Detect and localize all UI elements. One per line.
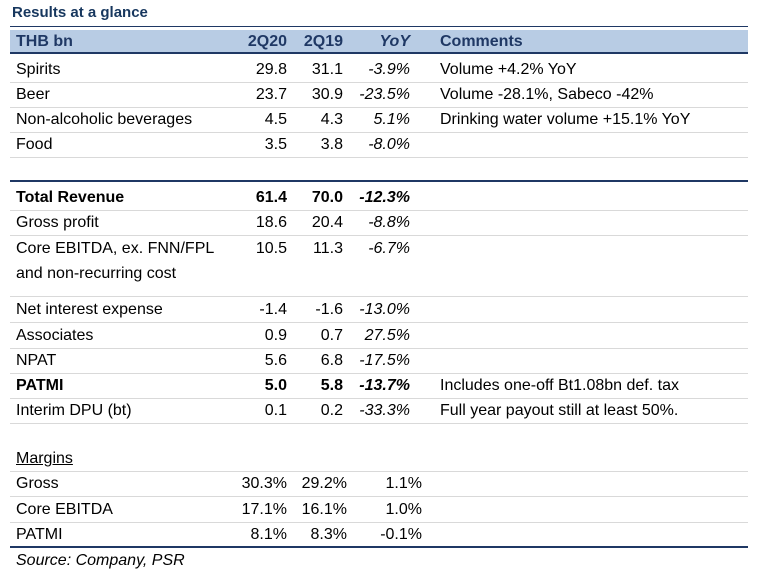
row-value-2q19: 4.3: [320, 111, 343, 128]
row-divider: [10, 82, 748, 83]
table-title: Results at a glance: [12, 4, 148, 21]
row-value-2q19: 3.8: [320, 136, 343, 153]
row-value-2q20: 4.5: [264, 111, 287, 128]
row-value-yoy: 27.5%: [364, 327, 410, 344]
row-comment: Drinking water volume +15.1% YoY: [440, 111, 691, 128]
margins-heading: Margins: [16, 450, 73, 467]
row-value-2q19: -1.6: [315, 301, 343, 318]
row-value-2q19: 6.8: [320, 352, 343, 369]
row-divider: [10, 210, 748, 211]
row-value-2q20: 3.5: [264, 136, 287, 153]
row-label: Associates: [16, 327, 94, 344]
margin-value-2q20: 17.1%: [241, 501, 287, 518]
row-label-continued: and non-recurring cost: [16, 265, 177, 282]
margin-value-2q20: 8.1%: [250, 526, 287, 543]
row-divider: [10, 522, 748, 523]
row-value-yoy: -13.7%: [359, 377, 410, 394]
row-divider: [10, 471, 748, 472]
header-comments: Comments: [440, 33, 523, 50]
source-note: Source: Company, PSR: [16, 552, 185, 569]
row-value-yoy: -3.9%: [368, 61, 410, 78]
title-divider: [10, 26, 748, 27]
row-divider: [10, 132, 748, 133]
row-divider: [10, 496, 748, 497]
header-label: THB bn: [16, 33, 73, 50]
bottom-rule: [10, 546, 748, 548]
row-value-2q19: 70.0: [311, 189, 343, 206]
row-value-yoy: 5.1%: [373, 111, 410, 128]
margin-value-change: -0.1%: [380, 526, 422, 543]
row-label: Interim DPU (bt): [16, 402, 132, 419]
row-value-yoy: -8.0%: [368, 136, 410, 153]
margin-value-change: 1.0%: [385, 501, 422, 518]
row-label: Net interest expense: [16, 301, 163, 318]
row-label: Non-alcoholic beverages: [16, 111, 193, 128]
row-comment: Volume -28.1%, Sabeco -42%: [440, 86, 654, 103]
row-value-2q20: 5.0: [264, 377, 287, 394]
row-value-yoy: -13.0%: [359, 301, 410, 318]
section-divider: [10, 180, 748, 182]
row-value-2q19: 0.7: [320, 327, 343, 344]
row-label: Core EBITDA, ex. FNN/FPL: [16, 240, 215, 257]
row-value-2q19: 11.3: [313, 240, 343, 257]
row-value-2q20: -1.4: [259, 301, 287, 318]
row-value-2q20: 61.4: [255, 189, 287, 206]
row-value-2q19: 30.9: [311, 86, 343, 103]
row-value-yoy: -6.7%: [368, 240, 410, 257]
row-value-yoy: -23.5%: [359, 86, 410, 103]
row-value-2q20: 0.1: [264, 402, 287, 419]
row-comment: Full year payout still at least 50%.: [440, 402, 679, 419]
margin-label: Core EBITDA: [16, 501, 113, 518]
row-value-2q20: 0.9: [264, 327, 287, 344]
row-divider: [10, 373, 748, 374]
margin-value-2q19: 29.2%: [301, 475, 347, 492]
row-label-total-revenue: Total Revenue: [16, 189, 125, 206]
margin-value-change: 1.1%: [385, 475, 422, 492]
margin-value-2q20: 30.3%: [241, 475, 287, 492]
row-divider: [10, 322, 748, 323]
row-value-2q20: 10.5: [255, 240, 287, 257]
header-2q19: 2Q19: [303, 33, 343, 50]
row-value-2q20: 5.6: [264, 352, 287, 369]
row-value-2q19: 31.1: [311, 61, 343, 78]
table-header: [10, 30, 748, 54]
row-value-yoy: -33.3%: [359, 402, 410, 419]
row-divider: [10, 296, 748, 297]
row-divider: [10, 348, 748, 349]
row-value-2q20: 29.8: [255, 61, 287, 78]
margin-value-2q19: 16.1%: [301, 501, 347, 518]
row-divider: [10, 398, 748, 399]
row-value-2q20: 23.7: [255, 86, 287, 103]
row-divider: [10, 235, 748, 236]
margin-label: PATMI: [16, 526, 63, 543]
row-label: Spirits: [16, 61, 61, 78]
row-value-2q19: 5.8: [320, 377, 343, 394]
row-comment: Volume +4.2% YoY: [440, 61, 577, 78]
row-comment: Includes one-off Bt1.08bn def. tax: [440, 377, 679, 394]
row-label-patmi: PATMI: [16, 377, 64, 394]
row-label: Beer: [16, 86, 50, 103]
row-value-2q19: 0.2: [320, 402, 343, 419]
row-label: NPAT: [16, 352, 57, 369]
row-value-yoy: -8.8%: [368, 214, 410, 231]
row-divider: [10, 423, 748, 424]
row-value-2q19: 20.4: [311, 214, 343, 231]
row-value-yoy: -12.3%: [359, 189, 410, 206]
row-divider: [10, 157, 748, 158]
row-label: Food: [16, 136, 53, 153]
row-value-2q20: 18.6: [255, 214, 287, 231]
margin-label: Gross: [16, 475, 59, 492]
margin-value-2q19: 8.3%: [310, 526, 347, 543]
row-label: Gross profit: [16, 214, 99, 231]
row-value-yoy: -17.5%: [359, 352, 410, 369]
header-yoy: YoY: [379, 33, 410, 50]
row-divider: [10, 107, 748, 108]
header-2q20: 2Q20: [247, 33, 287, 50]
